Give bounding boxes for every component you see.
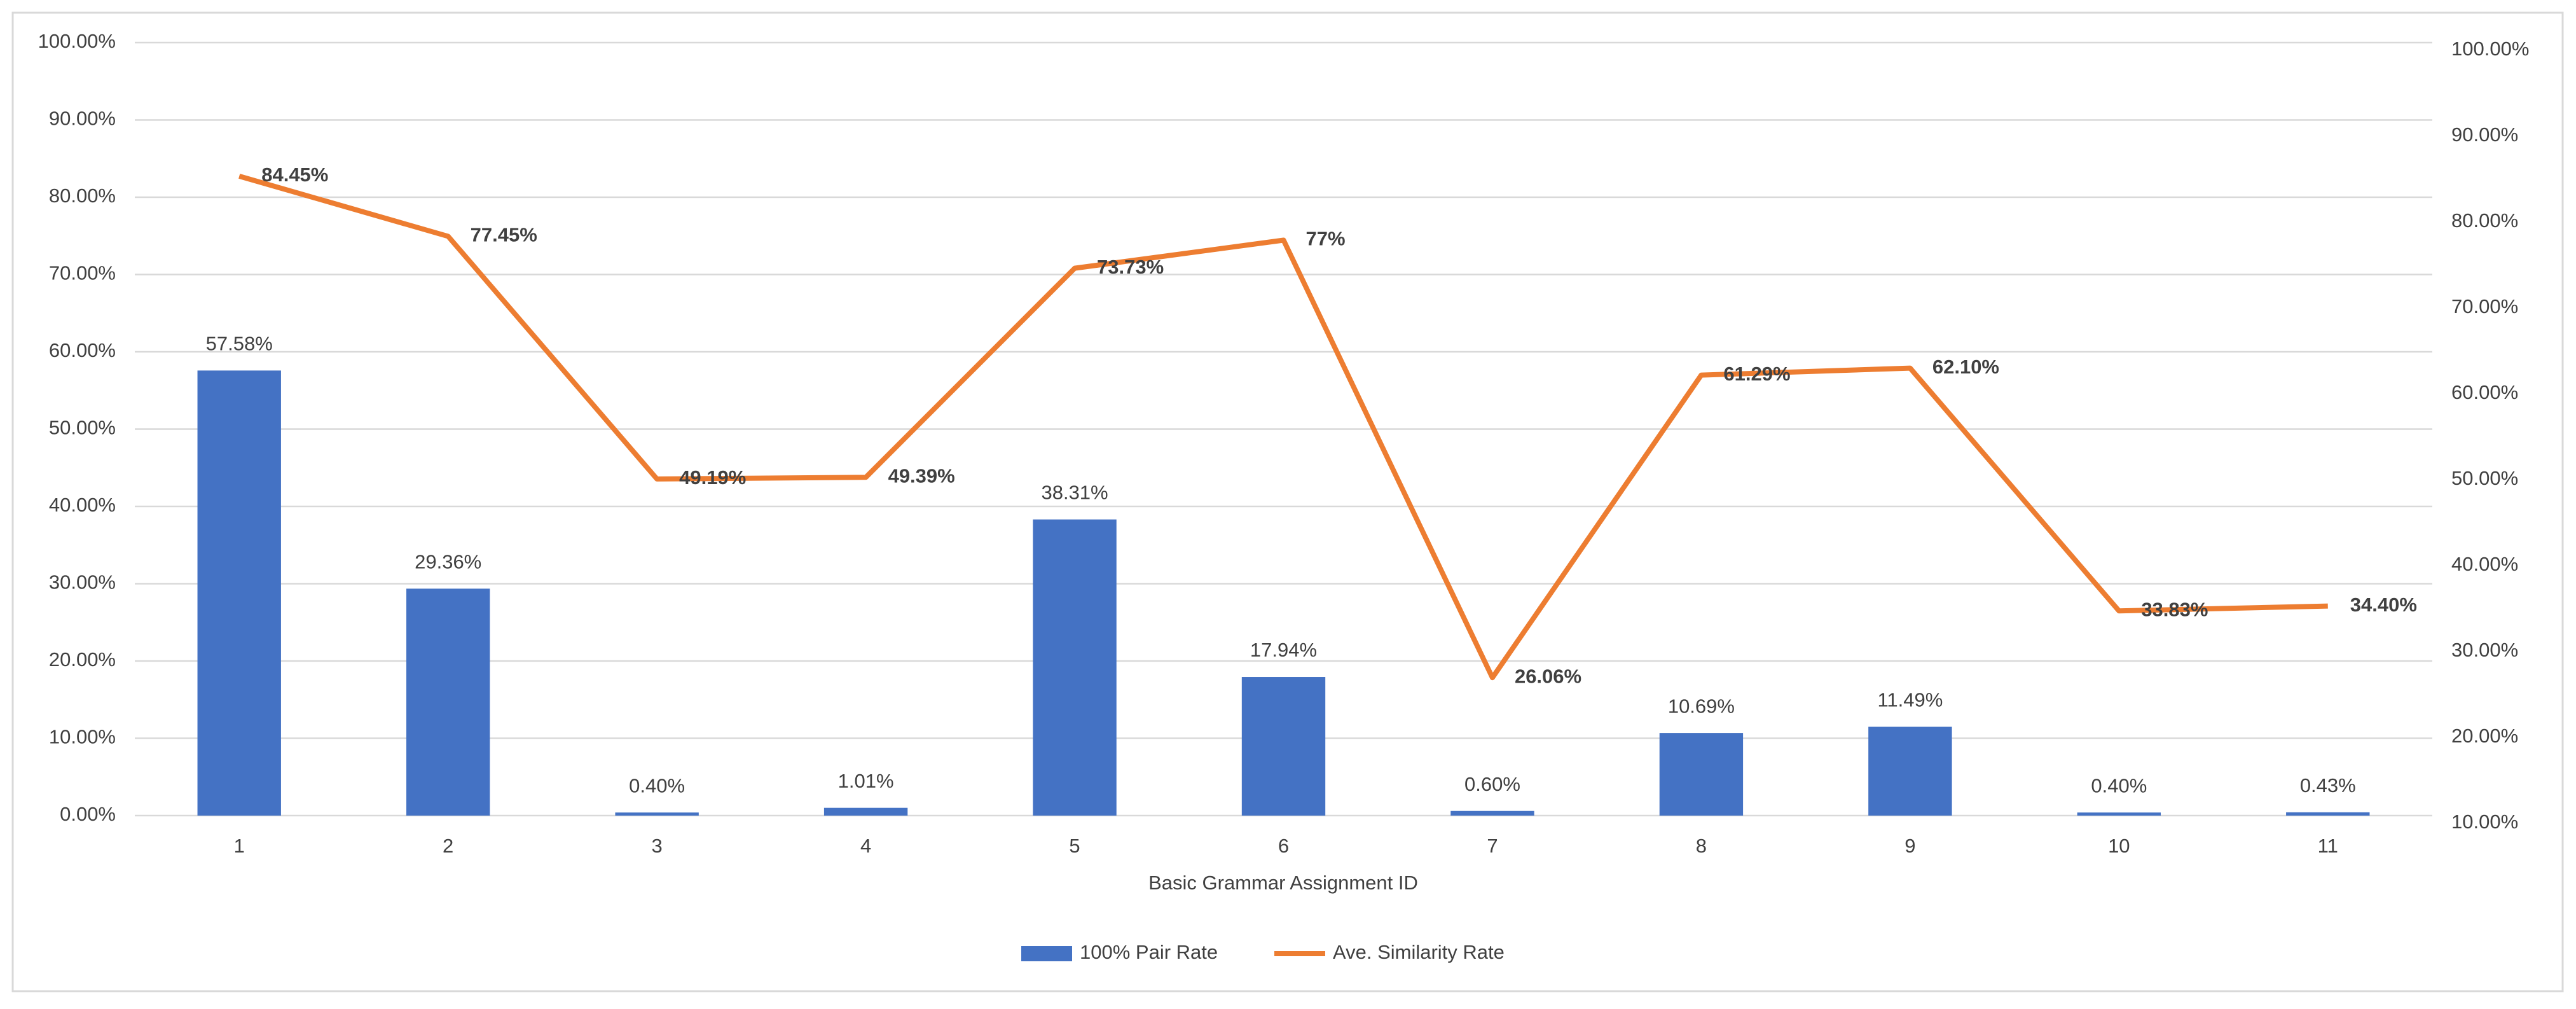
y2-tick-label: 100.00% — [2451, 38, 2529, 60]
data-label: 49.19% — [679, 466, 746, 489]
bar — [2286, 812, 2370, 816]
x-tick-label: 2 — [443, 835, 453, 857]
data-label: 34.40% — [2350, 594, 2417, 616]
data-label: 62.10% — [1932, 356, 1999, 378]
bar — [1659, 733, 1744, 816]
bar — [197, 370, 281, 816]
data-label: 0.60% — [1464, 773, 1520, 795]
data-label: 0.40% — [629, 774, 685, 797]
x-tick-label: 10 — [2108, 835, 2130, 857]
data-label: 77% — [1306, 228, 1346, 250]
y-tick-label: 20.00% — [49, 648, 116, 671]
bar — [615, 812, 699, 816]
bar — [406, 588, 490, 816]
x-tick-label: 7 — [1487, 835, 1498, 857]
x-tick-label: 1 — [234, 835, 245, 857]
data-label: 11.49% — [1877, 689, 1943, 711]
y-tick-label: 10.00% — [49, 726, 116, 748]
data-label: 61.29% — [1723, 363, 1790, 385]
y2-tick-label: 30.00% — [2451, 639, 2518, 661]
data-label: 0.43% — [2300, 774, 2356, 797]
data-label: 57.58% — [206, 333, 273, 355]
data-label: 10.69% — [1668, 695, 1735, 717]
line — [238, 174, 2328, 681]
y2-tick-label: 40.00% — [2451, 553, 2518, 575]
x-tick-label: 8 — [1696, 835, 1707, 857]
y2-tick-label: 70.00% — [2451, 295, 2518, 317]
x-axis-title: Basic Grammar Assignment ID — [1148, 872, 1418, 894]
data-label: 26.06% — [1515, 665, 1581, 687]
y-tick-label: 100.00% — [38, 30, 116, 52]
data-label: 33.83% — [2141, 598, 2208, 620]
y2-tick-label: 90.00% — [2451, 123, 2518, 146]
y2-tick-label: 20.00% — [2451, 725, 2518, 747]
data-label: 84.45% — [261, 164, 328, 186]
bar — [2077, 812, 2161, 816]
x-tick-label: 11 — [2318, 835, 2338, 857]
y-tick-label: 50.00% — [49, 417, 116, 439]
y-tick-label: 40.00% — [49, 494, 116, 516]
x-tick-label: 5 — [1069, 835, 1080, 857]
data-label: 0.40% — [2091, 774, 2147, 797]
y-tick-label: 70.00% — [49, 262, 116, 284]
y-tick-label: 90.00% — [49, 108, 116, 130]
y2-tick-label: 60.00% — [2451, 381, 2518, 403]
data-label: 17.94% — [1250, 639, 1317, 661]
bar — [823, 807, 908, 816]
x-tick-label: 4 — [860, 835, 871, 857]
data-label: 49.39% — [888, 464, 955, 487]
y-tick-label: 80.00% — [49, 184, 116, 207]
legend-label: 100% Pair Rate — [1080, 941, 1218, 963]
x-tick-label: 9 — [1904, 835, 1915, 857]
bar — [1033, 519, 1117, 816]
y-tick-label: 60.00% — [49, 339, 116, 361]
bar — [1868, 727, 1952, 816]
legend-label: Ave. Similarity Rate — [1333, 941, 1505, 963]
y-tick-label: 0.00% — [60, 803, 116, 825]
data-label: 1.01% — [838, 770, 894, 792]
bar — [1450, 811, 1534, 816]
y2-tick-label: 80.00% — [2451, 209, 2518, 232]
x-tick-label: 3 — [652, 835, 663, 857]
x-tick-label: 6 — [1278, 835, 1289, 857]
data-label: 77.45% — [471, 224, 537, 246]
legend-swatch — [1021, 946, 1072, 961]
y2-tick-label: 50.00% — [2451, 467, 2518, 489]
chart-border — [11, 11, 2564, 992]
bar — [1241, 677, 1326, 816]
data-label: 38.31% — [1041, 482, 1108, 504]
y2-tick-label: 10.00% — [2451, 811, 2518, 833]
data-label: 29.36% — [415, 550, 481, 573]
y-tick-label: 30.00% — [49, 571, 116, 594]
data-label: 73.73% — [1097, 256, 1164, 278]
